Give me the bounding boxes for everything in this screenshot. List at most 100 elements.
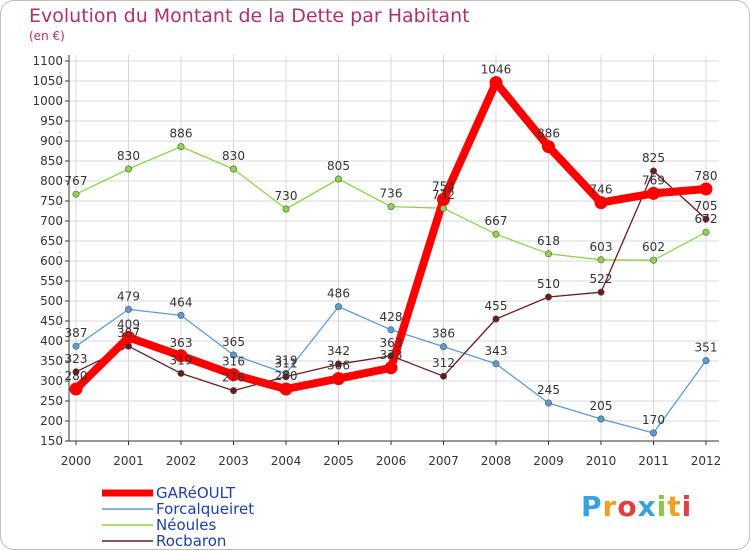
data-point <box>649 256 657 264</box>
data-label: 486 <box>327 287 350 301</box>
data-point <box>230 165 238 173</box>
x-tick-label: 2009 <box>533 454 564 468</box>
data-point <box>439 372 447 380</box>
data-label: 170 <box>642 413 665 427</box>
y-tick-label: 550 <box>40 274 63 288</box>
data-label: 245 <box>537 383 560 397</box>
y-tick-label: 150 <box>40 434 63 448</box>
data-label: 342 <box>327 344 350 358</box>
series-points <box>69 76 713 437</box>
data-point <box>72 342 80 350</box>
x-tick-label: 2003 <box>218 454 249 468</box>
data-point <box>647 186 660 200</box>
data-label: 886 <box>170 127 193 141</box>
data-point <box>492 360 500 368</box>
data-label: 319 <box>170 353 193 367</box>
data-point <box>649 167 657 175</box>
x-tick-label: 2012 <box>691 454 722 468</box>
data-point <box>702 228 710 236</box>
data-point <box>387 203 395 211</box>
x-tick-label: 2000 <box>61 454 92 468</box>
y-tick-label: 950 <box>40 114 63 128</box>
gridlines <box>69 55 719 442</box>
y-tick-label: 700 <box>40 214 63 228</box>
data-point <box>492 315 500 323</box>
x-tick-label: 2007 <box>428 454 459 468</box>
y-tick-label: 600 <box>40 254 63 268</box>
data-label: 387 <box>65 326 88 340</box>
x-tick-label: 2006 <box>376 454 407 468</box>
x-tick-label: 2008 <box>481 454 512 468</box>
data-point <box>177 311 185 319</box>
data-point <box>125 342 133 350</box>
data-label: 205 <box>590 399 613 413</box>
legend-label: GARéOULT <box>156 484 236 502</box>
y-tick-label: 850 <box>40 154 63 168</box>
data-label: 280 <box>65 369 88 383</box>
data-point <box>230 351 238 359</box>
data-point <box>489 76 503 90</box>
data-point <box>597 415 605 423</box>
data-point <box>230 387 238 395</box>
data-label: 522 <box>590 272 613 286</box>
y-tick-label: 650 <box>40 234 63 248</box>
data-point <box>544 399 552 407</box>
x-axis-labels: 2000 2001 2002 2003 2004 2005 2006 2007 2008 2009… <box>61 454 722 468</box>
data-point <box>282 373 290 381</box>
y-tick-label: 500 <box>40 294 63 308</box>
plot-area <box>69 55 719 441</box>
data-point <box>597 256 605 264</box>
data-label: 333 <box>380 348 403 362</box>
y-axis-labels: 150 200 250 300 350 400 450 500 550 600 650 700 750 8… <box>32 54 63 448</box>
data-point <box>334 360 342 368</box>
legend-label: Néoules <box>156 516 217 534</box>
data-point <box>544 293 552 301</box>
data-point <box>125 165 133 173</box>
data-label: 306 <box>327 359 350 373</box>
data-label: 730 <box>275 189 298 203</box>
y-tick-label: 750 <box>40 194 63 208</box>
data-label: 1046 <box>481 63 512 77</box>
data-point <box>387 326 395 334</box>
x-tick-label: 2010 <box>586 454 617 468</box>
data-point <box>702 357 710 365</box>
data-label: 280 <box>275 369 298 383</box>
data-label: 363 <box>380 336 403 350</box>
data-label: 464 <box>170 295 193 309</box>
data-point <box>384 361 398 375</box>
y-tick-label: 800 <box>40 174 63 188</box>
data-label: 705 <box>695 199 718 213</box>
data-label: 736 <box>380 187 403 201</box>
data-label: 732 <box>432 188 455 202</box>
data-label: 830 <box>117 149 140 163</box>
y-tick-label: 250 <box>40 394 63 408</box>
data-point <box>72 190 80 198</box>
data-label: 618 <box>537 234 560 248</box>
data-point <box>282 205 290 213</box>
y-tick-label: 1100 <box>32 54 63 68</box>
data-label: 428 <box>380 310 403 324</box>
data-label: 276 <box>222 371 245 385</box>
data-label: 365 <box>222 335 245 349</box>
y-tick-label: 350 <box>40 354 63 368</box>
data-label: 351 <box>695 341 718 355</box>
data-label: 387 <box>117 326 140 340</box>
data-point <box>699 182 713 196</box>
data-label: 323 <box>65 352 88 366</box>
data-label: 363 <box>170 336 193 350</box>
y-tick-label: 300 <box>40 374 63 388</box>
y-tick-label: 900 <box>40 134 63 148</box>
x-tick-label: 2002 <box>166 454 197 468</box>
data-point <box>227 368 240 382</box>
x-tick-label: 2005 <box>323 454 354 468</box>
data-point <box>544 250 552 258</box>
y-tick-label: 1050 <box>32 74 63 88</box>
legend-label: Forcalqueiret <box>156 500 254 518</box>
y-tick-label: 200 <box>40 414 63 428</box>
data-point <box>649 429 657 437</box>
data-point <box>177 143 185 151</box>
data-point <box>597 288 605 296</box>
data-point <box>387 352 395 360</box>
